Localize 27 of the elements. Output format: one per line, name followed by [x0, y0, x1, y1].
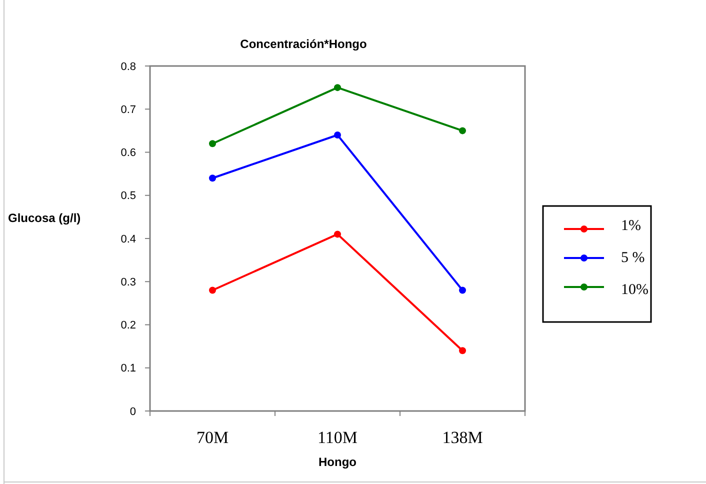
x-axis-title: Hongo: [318, 455, 356, 469]
point: [459, 347, 466, 354]
point: [459, 286, 466, 294]
y-tick-label: 0.3: [120, 276, 136, 288]
point: [209, 174, 216, 182]
y-tick-label: 0.5: [120, 190, 136, 202]
point: [209, 140, 216, 148]
point: [459, 127, 466, 134]
y-tick-label: 0.7: [120, 104, 136, 116]
legend-label: 10%: [621, 282, 648, 298]
point: [334, 230, 341, 238]
y-tick-label: 0.6: [120, 147, 136, 160]
y-tick-label: 0.2: [120, 320, 136, 332]
x-tick-label: 138M: [442, 428, 483, 447]
chart-title: Concentración*Hongo: [240, 37, 367, 51]
point: [334, 84, 341, 92]
y-tick-label: 0.1: [120, 362, 136, 375]
x-tick-label: 110M: [318, 428, 358, 447]
legend-label: 5 %: [621, 250, 645, 266]
y-tick-label: 0.4: [120, 233, 136, 246]
point: [209, 286, 216, 294]
y-tick-label: 0.8: [120, 60, 136, 73]
y-axis-title: Glucosa (g/l): [8, 211, 81, 225]
y-tick-label: 0: [130, 406, 136, 418]
legend-label: 1%: [621, 218, 641, 234]
point: [334, 132, 341, 138]
x-tick-label: 70M: [196, 428, 229, 447]
